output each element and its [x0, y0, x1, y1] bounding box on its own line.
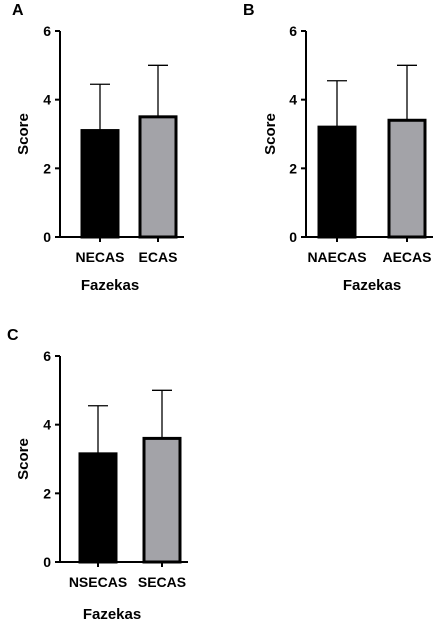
y-tick-label: 2 — [43, 485, 51, 501]
x-tick-label: NECAS — [75, 249, 124, 265]
y-tick-label: 2 — [43, 160, 51, 176]
bar-necas — [80, 129, 120, 239]
x-tick-label: AECAS — [382, 249, 431, 265]
y-tick-label: 0 — [43, 554, 51, 570]
y-tick-label: 4 — [43, 92, 51, 108]
x-axis-title: Fazekas — [81, 277, 139, 294]
y-axis-title: Score — [15, 438, 32, 480]
y-tick-label: 6 — [43, 23, 51, 39]
y-axis-title: Score — [15, 113, 32, 155]
y-tick-label: 6 — [289, 23, 297, 39]
x-tick-label: NAECAS — [307, 249, 366, 265]
y-tick-label: 4 — [289, 92, 297, 108]
x-tick-label: NSECAS — [69, 574, 127, 590]
bar-secas — [142, 436, 182, 564]
bar-aecas — [387, 118, 427, 239]
panel-letter: B — [243, 2, 255, 19]
y-axis-title: Score — [262, 113, 279, 155]
bar-ecas — [138, 115, 178, 239]
bar-naecas — [317, 125, 357, 239]
bar-nsecas — [78, 452, 118, 564]
y-tick-label: 4 — [43, 417, 51, 433]
y-tick-label: 0 — [43, 229, 51, 245]
y-tick-label: 2 — [289, 160, 297, 176]
panel-b: B 0 2 4 6 NAECAS AECAS Fazekas Score — [243, 2, 433, 294]
x-tick-label: ECAS — [139, 249, 178, 265]
x-axis-title: Fazekas — [83, 606, 141, 623]
y-tick-label: 0 — [289, 229, 297, 245]
y-tick-label: 6 — [43, 348, 51, 364]
panel-letter: A — [12, 2, 24, 19]
panel-letter: C — [7, 327, 19, 344]
x-tick-label: SECAS — [138, 574, 186, 590]
panel-c: C 0 2 4 6 NSECAS SECAS Fazekas Score — [7, 327, 188, 623]
x-axis-title: Fazekas — [343, 277, 401, 294]
